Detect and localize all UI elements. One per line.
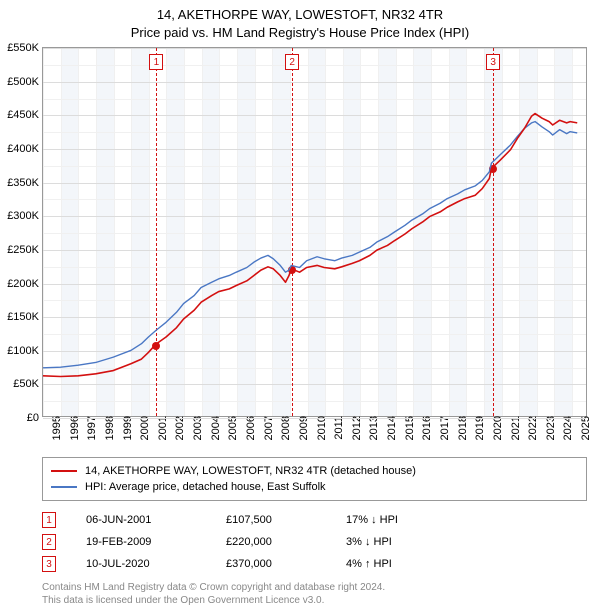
legend: 14, AKETHORPE WAY, LOWESTOFT, NR32 4TR (…	[42, 457, 587, 501]
series-property	[43, 114, 577, 377]
x-tick-label: 1999	[118, 416, 134, 440]
x-tick-label: 2025	[576, 416, 592, 440]
x-tick-label: 2017	[435, 416, 451, 440]
title-line-1: 14, AKETHORPE WAY, LOWESTOFT, NR32 4TR	[0, 6, 600, 24]
x-tick-label: 2018	[453, 416, 469, 440]
events-table: 1 06-JUN-2001£107,50017% ↓ HPI 2 19-FEB-200…	[42, 509, 587, 575]
series-hpi	[43, 122, 577, 368]
event-row: 3 10-JUL-2020£370,0004% ↑ HPI	[42, 553, 587, 575]
x-tick-label: 2010	[312, 416, 328, 440]
x-tick-label: 2024	[558, 416, 574, 440]
event-row-number: 1	[42, 512, 56, 528]
y-tick-label: £450K	[7, 109, 43, 121]
y-tick-label: £300K	[7, 210, 43, 222]
event-row: 2 19-FEB-2009£220,0003% ↓ HPI	[42, 531, 587, 553]
event-row: 1 06-JUN-2001£107,50017% ↓ HPI	[42, 509, 587, 531]
legend-label: HPI: Average price, detached house, East…	[85, 481, 326, 493]
legend-label: 14, AKETHORPE WAY, LOWESTOFT, NR32 4TR (…	[85, 465, 416, 477]
footer-attribution: Contains HM Land Registry data © Crown c…	[42, 581, 587, 607]
y-tick-label: £0	[27, 412, 43, 424]
x-tick-label: 2001	[153, 416, 169, 440]
chart-title: 14, AKETHORPE WAY, LOWESTOFT, NR32 4TR P…	[0, 0, 600, 41]
legend-row: HPI: Average price, detached house, East…	[51, 479, 578, 495]
x-tick-label: 1996	[65, 416, 81, 440]
x-tick-label: 2002	[170, 416, 186, 440]
x-tick-label: 2019	[470, 416, 486, 440]
title-line-2: Price paid vs. HM Land Registry's House …	[0, 24, 600, 42]
x-tick-label: 2008	[276, 416, 292, 440]
event-pct: 17% ↓ HPI	[346, 514, 466, 526]
x-tick-label: 2022	[523, 416, 539, 440]
event-date: 06-JUN-2001	[86, 514, 226, 526]
y-tick-label: £50K	[13, 378, 43, 390]
legend-swatch	[51, 486, 77, 488]
x-tick-label: 2016	[417, 416, 433, 440]
y-tick-label: £550K	[7, 42, 43, 54]
x-tick-label: 1997	[82, 416, 98, 440]
y-tick-label: £150K	[7, 311, 43, 323]
x-tick-label: 2011	[329, 416, 345, 440]
x-tick-label: 2013	[364, 416, 380, 440]
x-tick-label: 2023	[541, 416, 557, 440]
x-tick-label: 2014	[382, 416, 398, 440]
footer-line: Contains HM Land Registry data © Crown c…	[42, 581, 587, 594]
x-tick-label: 1998	[100, 416, 116, 440]
y-tick-label: £250K	[7, 244, 43, 256]
x-tick-label: 2000	[135, 416, 151, 440]
legend-row: 14, AKETHORPE WAY, LOWESTOFT, NR32 4TR (…	[51, 463, 578, 479]
x-tick-label: 2021	[506, 416, 522, 440]
x-tick-label: 2005	[223, 416, 239, 440]
event-row-number: 3	[42, 556, 56, 572]
event-price: £220,000	[226, 536, 346, 548]
y-tick-label: £500K	[7, 76, 43, 88]
event-price: £107,500	[226, 514, 346, 526]
x-tick-label: 2009	[294, 416, 310, 440]
footer-line: This data is licensed under the Open Gov…	[42, 594, 587, 607]
chart-plot-area: 1995199619971998199920002001200220032004…	[42, 47, 587, 417]
x-tick-label: 2007	[259, 416, 275, 440]
x-tick-label: 2006	[241, 416, 257, 440]
event-row-number: 2	[42, 534, 56, 550]
x-tick-label: 2015	[400, 416, 416, 440]
x-tick-label: 2004	[206, 416, 222, 440]
x-tick-label: 2020	[488, 416, 504, 440]
event-date: 10-JUL-2020	[86, 558, 226, 570]
y-tick-label: £350K	[7, 177, 43, 189]
y-tick-label: £100K	[7, 345, 43, 357]
y-tick-label: £200K	[7, 278, 43, 290]
event-pct: 3% ↓ HPI	[346, 536, 466, 548]
event-pct: 4% ↑ HPI	[346, 558, 466, 570]
y-tick-label: £400K	[7, 143, 43, 155]
x-tick-label: 1995	[47, 416, 63, 440]
event-price: £370,000	[226, 558, 346, 570]
x-tick-label: 2012	[347, 416, 363, 440]
x-tick-label: 2003	[188, 416, 204, 440]
event-date: 19-FEB-2009	[86, 536, 226, 548]
legend-swatch	[51, 470, 77, 472]
